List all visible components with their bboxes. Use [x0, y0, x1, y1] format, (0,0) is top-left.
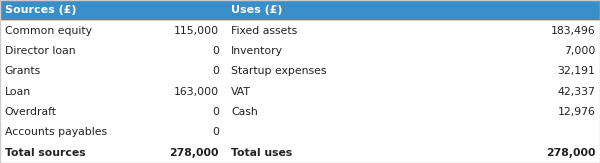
- Text: Director loan: Director loan: [5, 46, 76, 56]
- Text: VAT: VAT: [231, 87, 251, 97]
- Text: Uses (£): Uses (£): [231, 5, 283, 15]
- Text: 0: 0: [212, 127, 219, 137]
- Text: Fixed assets: Fixed assets: [231, 26, 297, 36]
- Text: 12,976: 12,976: [557, 107, 595, 117]
- Text: Accounts payables: Accounts payables: [5, 127, 107, 137]
- Text: Inventory: Inventory: [231, 46, 283, 56]
- Text: 0: 0: [212, 46, 219, 56]
- Text: 183,496: 183,496: [550, 26, 595, 36]
- Bar: [0, 41, 600, 61]
- Bar: [0, 0, 600, 20]
- Bar: [0, 122, 600, 143]
- Text: 278,000: 278,000: [170, 148, 219, 158]
- Text: 0: 0: [212, 107, 219, 117]
- Text: Sources (£): Sources (£): [5, 5, 76, 15]
- Text: Total sources: Total sources: [5, 148, 85, 158]
- Text: 32,191: 32,191: [557, 66, 595, 76]
- Text: Startup expenses: Startup expenses: [231, 66, 326, 76]
- Bar: [0, 82, 600, 102]
- Text: Grants: Grants: [5, 66, 41, 76]
- Text: 278,000: 278,000: [546, 148, 595, 158]
- Text: 0: 0: [212, 66, 219, 76]
- Text: Overdraft: Overdraft: [5, 107, 57, 117]
- Text: 163,000: 163,000: [174, 87, 219, 97]
- Bar: [0, 20, 600, 41]
- Bar: [0, 61, 600, 82]
- Text: 7,000: 7,000: [564, 46, 595, 56]
- Bar: [0, 143, 600, 163]
- Text: Cash: Cash: [231, 107, 258, 117]
- Text: Loan: Loan: [5, 87, 31, 97]
- Text: Common equity: Common equity: [5, 26, 92, 36]
- Text: 42,337: 42,337: [557, 87, 595, 97]
- Text: 115,000: 115,000: [174, 26, 219, 36]
- Text: Total uses: Total uses: [231, 148, 292, 158]
- Bar: [0, 102, 600, 122]
